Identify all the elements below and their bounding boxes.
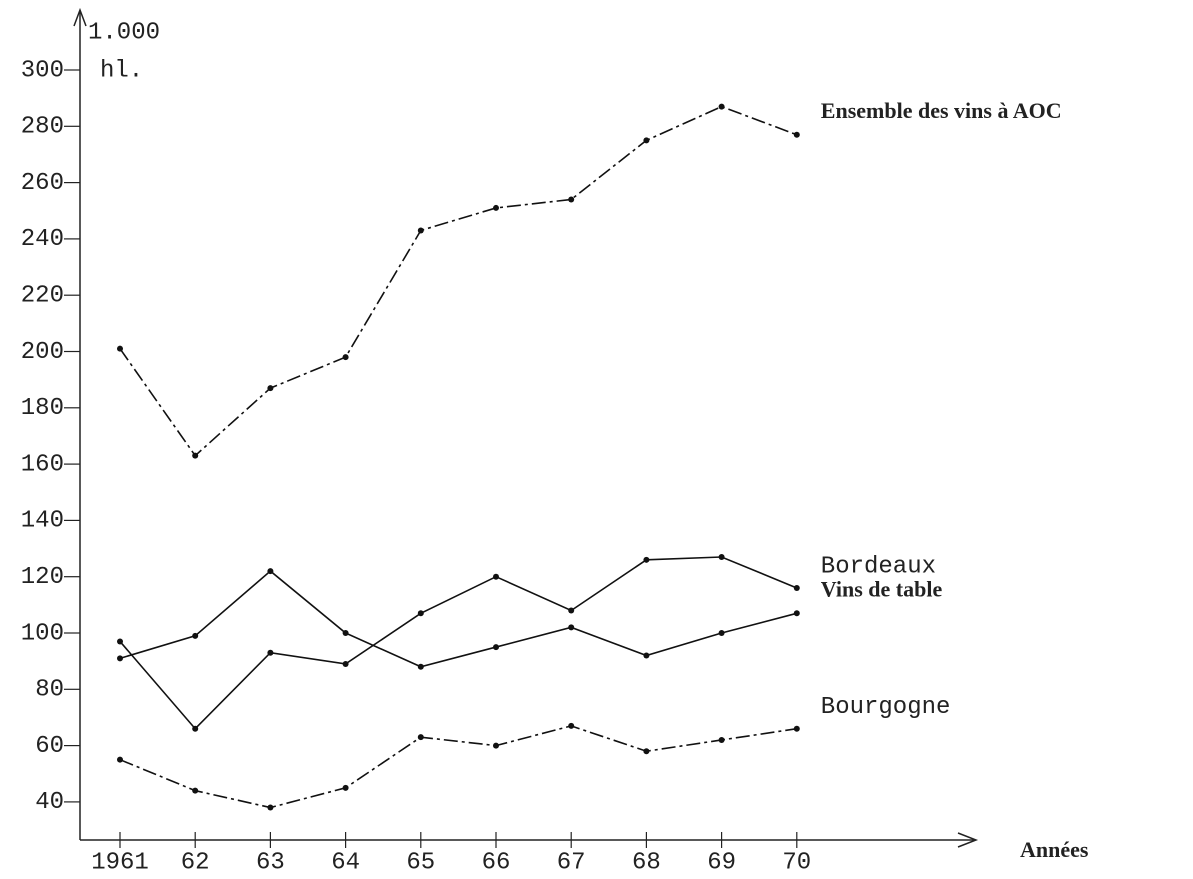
point: [267, 649, 274, 656]
point: [643, 556, 650, 563]
point: [493, 204, 499, 211]
point: [793, 584, 800, 591]
point: [718, 630, 725, 637]
y-unit: 1.000: [88, 19, 160, 46]
point: [117, 345, 123, 352]
point: [267, 804, 274, 811]
point: [568, 624, 575, 631]
x-tick-label: 64: [331, 849, 360, 876]
y-unit: hl.: [100, 57, 143, 84]
series-line: [119, 570, 798, 668]
point: [117, 638, 123, 645]
series-line: [119, 725, 797, 809]
x-tick-label: 66: [482, 849, 511, 876]
point: [417, 227, 424, 234]
y-tick-label: 300: [21, 57, 64, 84]
series-label: Bordeaux: [821, 553, 936, 580]
x-axis-label: Années: [1020, 837, 1089, 862]
point: [342, 660, 349, 667]
point: [643, 137, 650, 144]
point: [192, 725, 199, 732]
y-tick-label: 100: [21, 620, 64, 647]
point: [342, 354, 349, 361]
point: [342, 630, 349, 637]
x-tick-label: 67: [557, 849, 586, 876]
point: [493, 742, 499, 749]
y-tick-label: 200: [21, 339, 64, 366]
point: [643, 652, 650, 659]
point: [117, 655, 123, 662]
point: [192, 452, 199, 459]
point: [267, 568, 274, 575]
point: [192, 632, 199, 639]
point: [568, 196, 575, 203]
x-tick-label: 1961: [91, 849, 149, 876]
point: [718, 553, 725, 560]
x-tick-label: 69: [707, 849, 736, 876]
x-tick-label: 63: [256, 849, 285, 876]
point: [417, 610, 424, 617]
series-line: [119, 105, 798, 457]
point: [493, 644, 499, 651]
y-tick-label: 220: [21, 283, 64, 310]
point: [718, 736, 725, 743]
point: [417, 663, 424, 670]
point: [117, 756, 123, 763]
point: [192, 787, 199, 794]
point: [793, 610, 800, 617]
y-tick-label: 260: [21, 170, 64, 197]
series-label: Vins de table: [821, 576, 943, 601]
y-tick-label: 160: [21, 451, 64, 478]
x-tick-label: 62: [181, 849, 210, 876]
y-tick-label: 60: [35, 733, 64, 760]
x-tick-label: 70: [782, 849, 811, 876]
x-arrow: [957, 832, 979, 848]
y-tick-label: 40: [35, 789, 64, 816]
point: [718, 103, 725, 110]
y-tick-label: 120: [21, 564, 64, 591]
point: [643, 748, 650, 755]
y-tick-label: 140: [21, 508, 64, 535]
point: [267, 385, 274, 392]
y-tick-label: 80: [35, 677, 64, 704]
x-tick-label: 65: [406, 849, 435, 876]
point: [493, 573, 499, 580]
series-label: Ensemble des vins à AOC: [821, 98, 1062, 123]
series-label: Bourgogne: [821, 694, 951, 721]
x-tick-label: 68: [632, 849, 661, 876]
point: [568, 607, 575, 614]
y-tick-label: 280: [21, 114, 64, 141]
y-tick-label: 240: [21, 226, 64, 253]
point: [417, 734, 424, 741]
y-arrow: [73, 7, 87, 27]
y-tick-label: 180: [21, 395, 64, 422]
point: [342, 784, 349, 791]
point: [793, 725, 800, 732]
point: [793, 131, 800, 138]
series-line: [119, 556, 798, 730]
point: [568, 722, 575, 729]
